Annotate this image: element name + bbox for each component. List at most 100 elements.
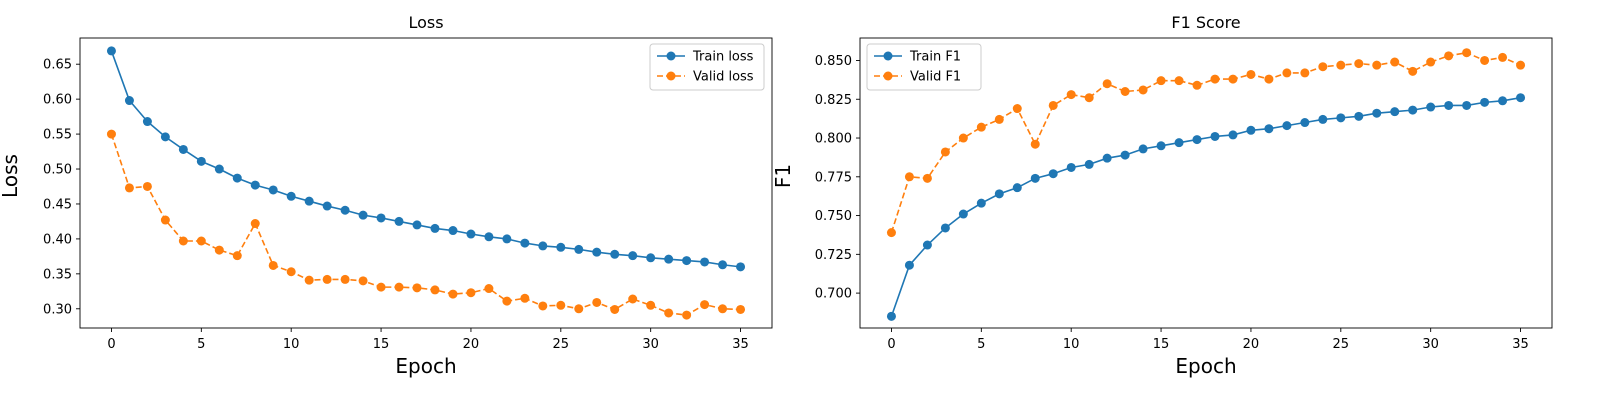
loss-chart-title: Loss xyxy=(408,13,443,32)
train-loss-point xyxy=(142,117,152,127)
valid-loss-point xyxy=(412,283,422,293)
train-f1-point xyxy=(1354,111,1364,121)
train-f1-point xyxy=(976,198,986,208)
train-f1-point xyxy=(1246,125,1256,135)
valid-f1-point xyxy=(904,172,914,182)
loss-y-tick-label: 0.45 xyxy=(43,197,72,212)
train-loss-point xyxy=(466,229,476,239)
train-loss-point xyxy=(232,173,242,183)
f1-score-y-tick-label: 0.800 xyxy=(815,132,852,147)
loss-x-axis-label: Epoch xyxy=(395,354,456,378)
valid-f1-point xyxy=(1156,76,1166,86)
train-loss-point xyxy=(286,191,296,201)
train-loss-point xyxy=(322,201,332,211)
train-loss-point xyxy=(628,251,638,261)
valid-loss-point xyxy=(718,304,728,314)
valid-f1-point xyxy=(1084,93,1094,103)
loss-y-tick-label: 0.60 xyxy=(43,93,72,108)
loss-y-tick-label: 0.35 xyxy=(43,267,72,282)
valid-loss-point xyxy=(268,260,278,270)
train-f1-point xyxy=(1498,96,1508,106)
train-loss-point xyxy=(196,156,206,166)
valid-f1-point xyxy=(1102,79,1112,89)
loss-x-tick-label: 35 xyxy=(732,337,749,352)
train-loss-point xyxy=(718,260,728,270)
train-f1-point xyxy=(1480,97,1490,107)
f1-score-x-tick-label: 5 xyxy=(977,337,985,352)
valid-loss-point xyxy=(286,267,296,277)
train-f1-point xyxy=(1408,105,1418,115)
train-f1-legend-label: Train F1 xyxy=(909,50,961,65)
train-loss-point xyxy=(502,234,512,244)
valid-f1-point xyxy=(1228,74,1238,84)
valid-f1-point xyxy=(1246,69,1256,79)
valid-loss-point xyxy=(142,181,152,191)
valid-loss-point xyxy=(178,236,188,246)
loss-y-axis-label: Loss xyxy=(0,154,22,198)
train-f1-point xyxy=(1030,173,1040,183)
valid-loss-point xyxy=(448,289,458,299)
train-f1-point xyxy=(904,260,914,270)
train-f1-point xyxy=(1264,124,1274,134)
valid-loss-point xyxy=(304,275,314,285)
valid-f1-point xyxy=(1192,80,1202,90)
valid-loss-point xyxy=(556,300,566,310)
loss-axes-frame xyxy=(79,37,773,329)
valid-loss-point xyxy=(376,282,386,292)
valid-f1-legend-marker xyxy=(883,71,893,81)
valid-f1-point xyxy=(1030,139,1040,149)
train-loss-point xyxy=(124,96,134,106)
valid-f1-point xyxy=(922,173,932,183)
valid-loss-point xyxy=(322,274,332,284)
valid-loss-legend-label: Valid loss xyxy=(693,70,754,85)
train-loss-point xyxy=(430,223,440,233)
valid-f1-point xyxy=(1426,57,1436,67)
train-loss-point xyxy=(574,244,584,254)
loss-chart-panel: Loss 0 5 10 15 20 25 30 35 0.30 0.35 0.40 0.45 0.50 0.… xyxy=(0,13,773,378)
f1-score-x-tick-label: 35 xyxy=(1512,337,1529,352)
valid-loss-point xyxy=(736,304,746,314)
valid-loss-point xyxy=(574,304,584,314)
valid-loss-point xyxy=(124,183,134,193)
f1-score-y-tick-label: 0.775 xyxy=(815,170,852,185)
loss-legend: Train loss Valid loss xyxy=(649,43,765,91)
train-f1-point xyxy=(1012,183,1022,193)
valid-loss-point xyxy=(250,219,260,229)
valid-loss-point xyxy=(394,282,404,292)
f1-score-y-tick-label: 0.850 xyxy=(815,54,852,69)
train-f1-legend-marker xyxy=(883,51,893,61)
train-loss-point xyxy=(340,205,350,215)
loss-y-tick-label: 0.65 xyxy=(43,58,72,73)
valid-loss-point xyxy=(106,129,116,139)
train-f1-point xyxy=(940,223,950,233)
valid-f1-point xyxy=(1354,59,1364,69)
valid-f1-point xyxy=(1066,90,1076,100)
train-loss-point xyxy=(376,213,386,223)
valid-f1-legend-label: Valid F1 xyxy=(910,70,961,85)
valid-loss-point xyxy=(628,294,638,304)
train-f1-point xyxy=(1210,131,1220,141)
valid-f1-point xyxy=(1372,60,1382,70)
valid-loss-point xyxy=(232,251,242,261)
train-f1-point xyxy=(1390,107,1400,117)
train-loss-point xyxy=(304,196,314,206)
valid-f1-point xyxy=(1498,52,1508,62)
valid-f1-point xyxy=(1138,85,1148,95)
train-loss-point xyxy=(610,249,620,259)
train-f1-line xyxy=(890,96,1521,317)
f1-score-y-tick-label: 0.725 xyxy=(815,248,852,263)
valid-loss-point xyxy=(520,293,530,303)
loss-y-tick-label: 0.40 xyxy=(43,232,72,247)
valid-loss-point xyxy=(682,310,692,320)
f1-score-x-axis-label: Epoch xyxy=(1175,354,1236,378)
loss-x-tick-label: 10 xyxy=(283,337,300,352)
valid-loss-point xyxy=(196,236,206,246)
valid-f1-point xyxy=(1048,100,1058,110)
train-f1-point xyxy=(1066,162,1076,172)
f1-score-x-tick-label: 10 xyxy=(1063,337,1080,352)
f1-score-legend: Train F1 Valid F1 xyxy=(866,43,982,91)
valid-f1-point xyxy=(1318,62,1328,72)
valid-loss-point xyxy=(214,245,224,255)
train-f1-point xyxy=(1156,141,1166,151)
